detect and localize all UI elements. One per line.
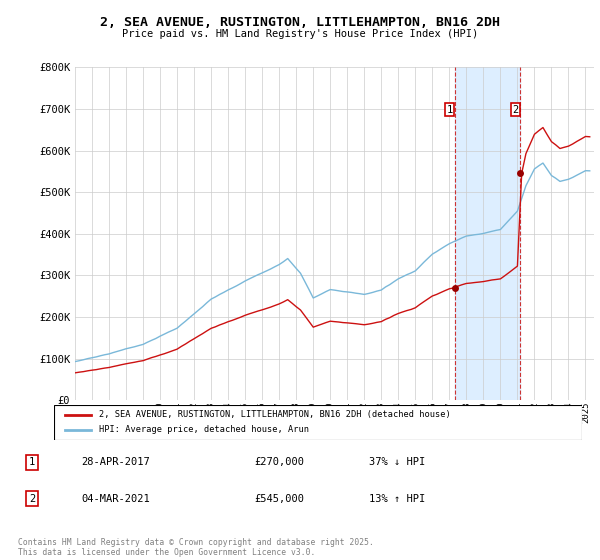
Text: Price paid vs. HM Land Registry's House Price Index (HPI): Price paid vs. HM Land Registry's House … [122,29,478,39]
Text: 2, SEA AVENUE, RUSTINGTON, LITTLEHAMPTON, BN16 2DH (detached house): 2, SEA AVENUE, RUSTINGTON, LITTLEHAMPTON… [99,410,451,419]
Text: 37% ↓ HPI: 37% ↓ HPI [369,458,425,468]
Text: HPI: Average price, detached house, Arun: HPI: Average price, detached house, Arun [99,426,309,435]
Text: 2: 2 [512,105,518,115]
Text: 13% ↑ HPI: 13% ↑ HPI [369,493,425,503]
Text: 04-MAR-2021: 04-MAR-2021 [81,493,150,503]
Text: 2: 2 [29,493,35,503]
Text: 2, SEA AVENUE, RUSTINGTON, LITTLEHAMPTON, BN16 2DH: 2, SEA AVENUE, RUSTINGTON, LITTLEHAMPTON… [100,16,500,29]
Text: 28-APR-2017: 28-APR-2017 [81,458,150,468]
Bar [455,67,520,400]
Text: 1: 1 [446,105,453,115]
Text: £270,000: £270,000 [254,458,304,468]
Text: 1: 1 [29,458,35,468]
Text: £545,000: £545,000 [254,493,304,503]
Text: Contains HM Land Registry data © Crown copyright and database right 2025.
This d: Contains HM Land Registry data © Crown c… [18,538,374,557]
FancyBboxPatch shape [54,405,582,440]
